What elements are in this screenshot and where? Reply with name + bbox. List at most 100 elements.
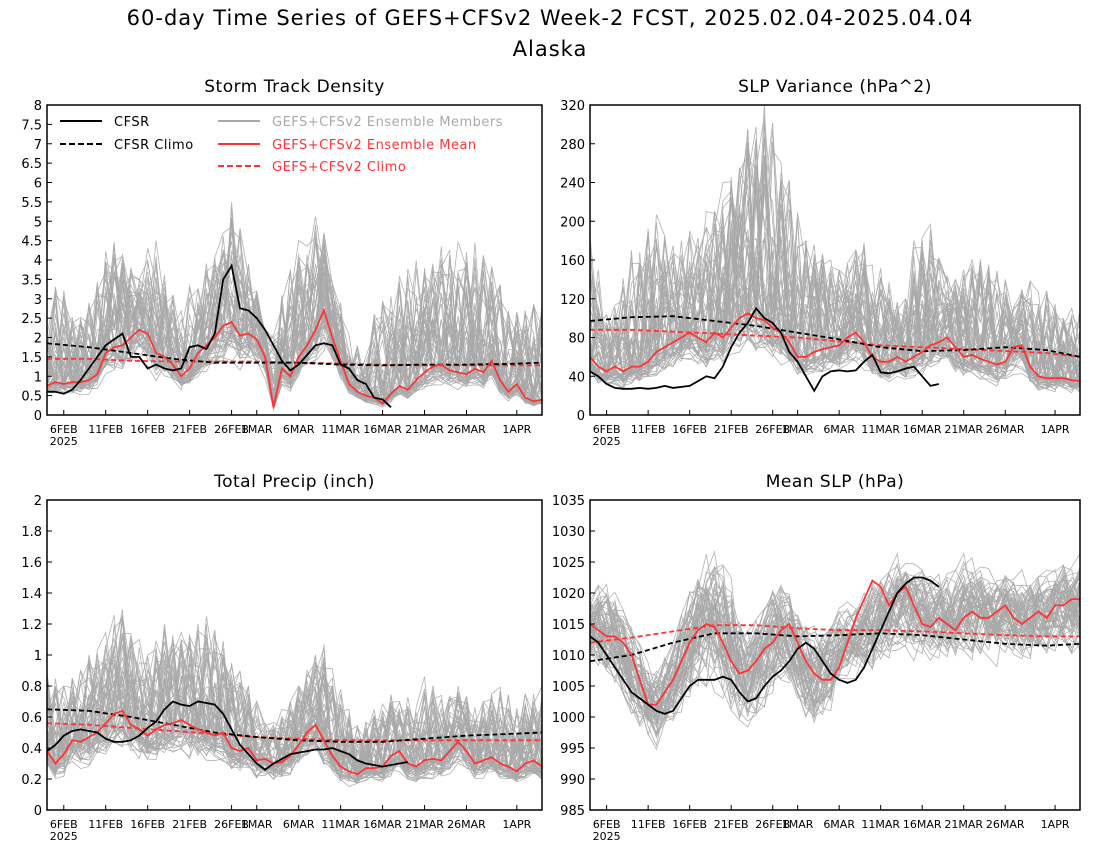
y-tick-label: 1035: [552, 494, 585, 509]
series-line-cfsr: [590, 576, 940, 715]
x-tick-label: 16MAR: [363, 818, 402, 831]
x-tick-label: 11MAR: [861, 423, 900, 436]
legend-label-cfsr: CFSR: [114, 115, 150, 130]
x-tick-label: 16FEB: [672, 423, 707, 436]
y-tick-label: 0: [577, 409, 585, 424]
x-tick-label: 16FEB: [672, 818, 707, 831]
y-tick-label: 2.5: [21, 312, 42, 327]
ensemble-member-line: [47, 229, 542, 407]
x-tick-label: 6MAR: [823, 423, 855, 436]
ensemble-member-line: [590, 179, 1080, 388]
x-tick-label: 1APR: [502, 423, 531, 436]
x-tick-label: 6FEB: [50, 818, 78, 831]
y-tick-label: 0.2: [21, 773, 42, 788]
x-tick-label: 1MAR: [241, 818, 273, 831]
ensemble-member-line: [590, 228, 1080, 389]
series-line-cfsr-climo: [47, 342, 542, 367]
ensemble-member-line: [590, 566, 1080, 708]
ensemble-member-line: [590, 142, 1080, 389]
ensemble-member-line: [590, 115, 1080, 389]
x-tick-label: 26FEB: [755, 818, 790, 831]
x-year-label: 2025: [593, 830, 621, 843]
y-tick-label: 0: [34, 804, 42, 819]
ensemble-member-line: [590, 568, 1080, 710]
x-tick-label: 26MAR: [447, 818, 486, 831]
ensemble-member-line: [590, 582, 1080, 718]
x-tick-label: 21FEB: [714, 423, 749, 436]
x-tick-label: 16MAR: [363, 423, 402, 436]
ensemble-member-line: [47, 684, 542, 779]
ensemble-members: [47, 609, 542, 787]
x-tick-label: 21MAR: [944, 423, 983, 436]
y-tick-label: 200: [560, 215, 585, 230]
ensemble-member-line: [590, 572, 1080, 751]
ensemble-member-line: [47, 655, 542, 780]
x-tick-label: 6FEB: [593, 818, 621, 831]
x-tick-label: 26FEB: [755, 423, 790, 436]
x-tick-label: 26FEB: [214, 423, 249, 436]
panel-slp-variance: SLP Variance (hPa^2) 0 40 80 120 160 200 240 280…: [560, 77, 1081, 448]
series-line-gefs-cfsv2-climo: [47, 722, 542, 742]
y-tick-label: 0: [34, 409, 42, 424]
series-line-gefs-cfsv2-climo: [590, 624, 1080, 644]
series-line-cfsr-climo: [47, 708, 542, 743]
x-tick-label: 1APR: [1041, 818, 1070, 831]
x-tick-label: 21MAR: [405, 423, 444, 436]
y-tick-label: 1.8: [21, 525, 42, 540]
ensemble-member-line: [47, 655, 542, 779]
series-line-gefs-cfsv2-ensemble-mean: [590, 312, 1080, 382]
x-tick-label: 16MAR: [903, 423, 942, 436]
panel-title: Storm Track Density: [204, 77, 385, 97]
legend-label-gefs-cfsv2-ensemble-mean: GEFS+CFSv2 Ensemble Mean: [272, 138, 477, 153]
ensemble-member-line: [590, 570, 1080, 703]
x-tick-label: 1APR: [502, 818, 531, 831]
y-tick-label: 1.4: [21, 587, 42, 602]
y-tick-label: 1030: [552, 525, 585, 540]
ensemble-member-line: [47, 658, 542, 780]
x-tick-label: 11FEB: [88, 423, 123, 436]
x-tick-label: 6FEB: [593, 423, 621, 436]
y-tick-label: 990: [560, 773, 585, 788]
y-tick-label: 7.5: [21, 118, 42, 133]
y-tick-label: 1: [34, 649, 42, 664]
x-tick-label: 1MAR: [782, 423, 814, 436]
y-tick-label: 320: [560, 99, 585, 114]
y-tick-label: 1010: [552, 649, 585, 664]
x-tick-label: 11MAR: [861, 818, 900, 831]
y-tick-label: 6.5: [21, 157, 42, 172]
x-year-label: 2025: [593, 435, 621, 448]
y-tick-label: 4.5: [21, 235, 42, 250]
ensemble-members: [47, 202, 542, 412]
y-tick-label: 7: [34, 138, 42, 153]
y-tick-label: 5: [34, 215, 42, 230]
y-tick-label: 1.5: [21, 351, 42, 366]
x-tick-label: 16FEB: [130, 423, 165, 436]
ensemble-member-line: [590, 171, 1080, 392]
series-line-cfsr-climo: [590, 315, 1080, 358]
y-tick-label: 0.6: [21, 711, 42, 726]
x-tick-label: 11FEB: [631, 423, 666, 436]
y-tick-label: 3: [34, 293, 42, 308]
x-tick-label: 21FEB: [714, 818, 749, 831]
x-tick-label: 6MAR: [283, 423, 315, 436]
y-tick-label: 1025: [552, 556, 585, 571]
y-tick-label: 0.8: [21, 680, 42, 695]
panel-total-precip: Total Precip (inch) 0 0.2 0.4 0.6 0.8 1 1.2 1.4 1…: [21, 472, 543, 843]
panel-mean-slp: Mean SLP (hPa) 985 990 995 1000 1005 1010 1015 1…: [552, 472, 1081, 843]
x-tick-label: 16MAR: [903, 818, 942, 831]
y-tick-label: 4: [34, 254, 42, 269]
y-tick-label: 1.6: [21, 556, 42, 571]
y-tick-label: 8: [34, 99, 42, 114]
y-tick-label: 1020: [552, 587, 585, 602]
y-tick-label: 0.5: [21, 390, 42, 405]
y-tick-label: 80: [568, 332, 585, 347]
y-tick-label: 1005: [552, 680, 585, 695]
y-tick-label: 160: [560, 254, 585, 269]
x-tick-label: 21FEB: [172, 818, 207, 831]
series-line-cfsr: [590, 306, 940, 393]
y-tick-label: 0.4: [21, 742, 42, 757]
y-tick-label: 2: [34, 494, 42, 509]
panel-title: Mean SLP (hPa): [766, 472, 905, 492]
ensemble-member-line: [47, 251, 542, 409]
